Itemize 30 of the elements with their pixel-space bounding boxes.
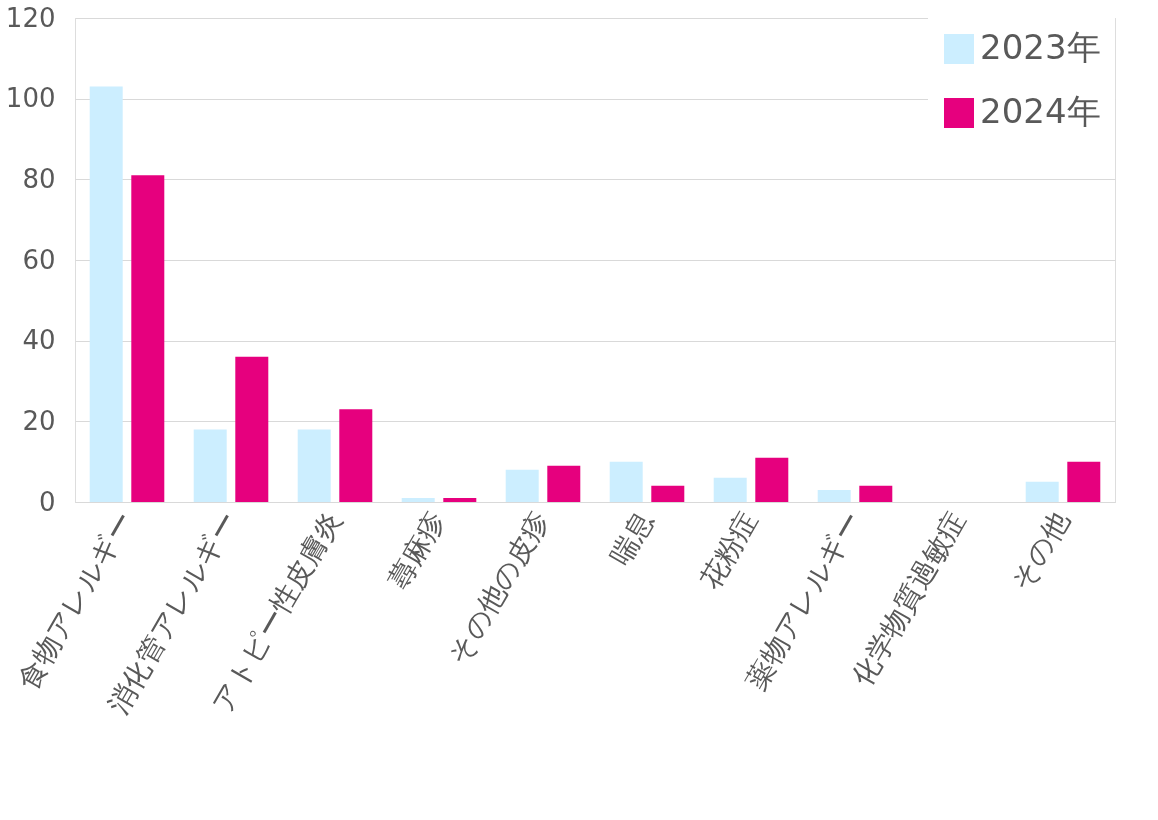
bar: [297, 429, 331, 502]
x-tick-label: 花粉症: [693, 505, 764, 595]
bar: [651, 485, 685, 502]
bar: [713, 477, 747, 502]
bar: [1067, 461, 1101, 502]
bar: [235, 356, 269, 502]
y-tick-label: 20: [22, 405, 56, 436]
bar: [193, 429, 227, 502]
bar: [755, 457, 789, 502]
x-tick-label: 喘息: [603, 505, 660, 571]
bar: [609, 461, 643, 502]
y-tick-label: 100: [5, 83, 56, 114]
x-tick-label: その他: [1004, 505, 1076, 597]
bar: [443, 497, 477, 502]
y-tick-label: 120: [5, 2, 56, 33]
y-tick-label: 40: [22, 325, 56, 356]
bar: [89, 86, 123, 502]
bar: [1025, 481, 1059, 502]
y-tick-label: 80: [22, 163, 56, 194]
bar: [505, 469, 539, 502]
bar: [339, 409, 373, 502]
bar: [547, 465, 581, 502]
bar: [859, 485, 893, 502]
legend-label: 2024年: [980, 91, 1101, 131]
bar: [401, 497, 435, 502]
y-tick-label: 60: [22, 244, 56, 275]
y-tick-label: 0: [38, 486, 56, 517]
bar: [131, 175, 165, 502]
bar: [817, 489, 851, 502]
legend-label: 2023年: [980, 27, 1101, 67]
